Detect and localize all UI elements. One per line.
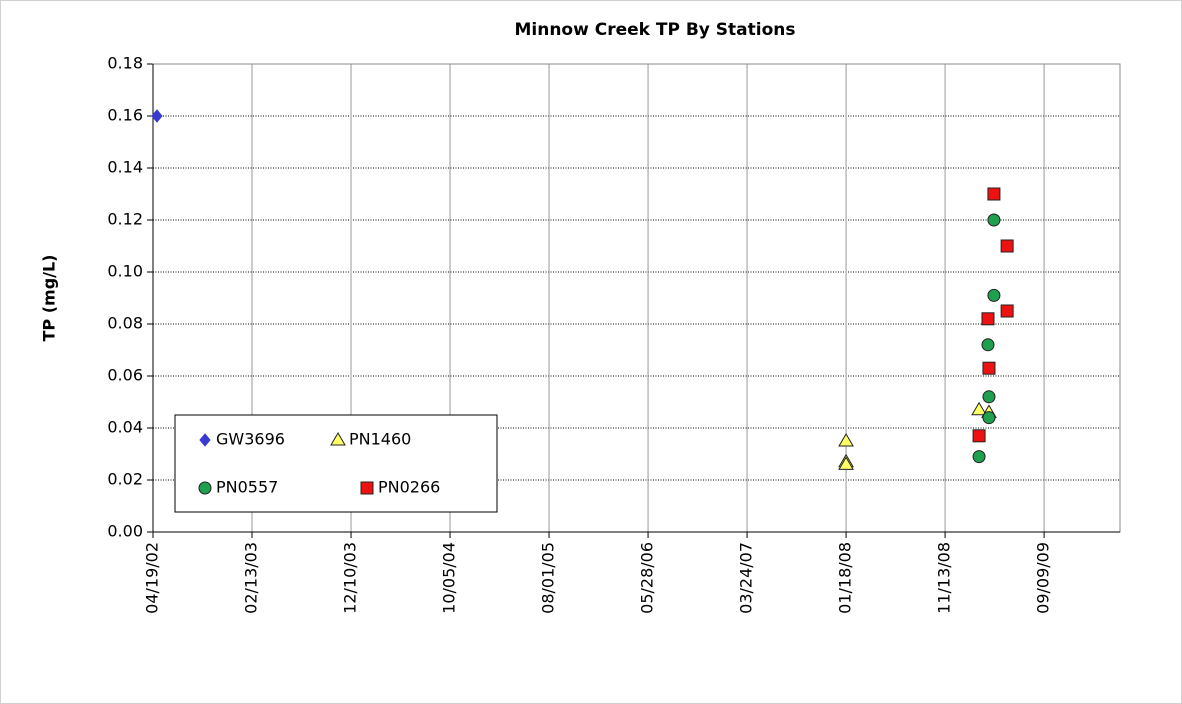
x-tick-label: 08/01/05 bbox=[539, 542, 558, 614]
y-tick-label: 0.02 bbox=[107, 470, 143, 489]
point bbox=[982, 411, 996, 425]
x-tick-label: 04/19/02 bbox=[143, 542, 162, 614]
legend-label: PN0266 bbox=[378, 478, 440, 497]
y-tick-label: 0.10 bbox=[107, 262, 143, 281]
y-tick-label: 0.12 bbox=[107, 210, 143, 229]
legend-marker bbox=[330, 432, 346, 446]
point bbox=[972, 450, 986, 464]
point bbox=[987, 213, 1001, 227]
y-axis-title: TP (mg/L) bbox=[40, 255, 59, 342]
y-tick-label: 0.16 bbox=[107, 106, 143, 125]
point bbox=[838, 456, 854, 470]
y-tick-label: 0.14 bbox=[107, 158, 143, 177]
point bbox=[982, 361, 996, 375]
chart-title: Minnow Creek TP By Stations bbox=[514, 20, 795, 40]
x-tick-label: 01/18/08 bbox=[836, 542, 855, 614]
x-tick-label: 05/28/06 bbox=[638, 542, 657, 614]
legend-label: PN1460 bbox=[349, 430, 411, 449]
point bbox=[151, 109, 163, 123]
legend-box bbox=[174, 414, 498, 513]
legend-marker bbox=[360, 481, 374, 495]
point bbox=[1000, 239, 1014, 253]
point bbox=[982, 390, 996, 404]
x-tick-label: 10/05/04 bbox=[440, 542, 459, 614]
point bbox=[987, 187, 1001, 201]
x-tick-label: 03/24/07 bbox=[737, 542, 756, 614]
point bbox=[981, 312, 995, 326]
legend-marker bbox=[198, 481, 212, 495]
y-tick-label: 0.08 bbox=[107, 314, 143, 333]
y-tick-label: 0.04 bbox=[107, 418, 143, 437]
legend-marker bbox=[199, 433, 211, 447]
x-tick-label: 09/09/09 bbox=[1034, 542, 1053, 614]
point bbox=[1000, 304, 1014, 318]
x-tick-label: 02/13/03 bbox=[242, 542, 261, 614]
y-tick-label: 0.06 bbox=[107, 366, 143, 385]
point bbox=[971, 401, 987, 416]
x-tick-label: 12/10/03 bbox=[341, 542, 360, 614]
legend-label: PN0557 bbox=[216, 478, 278, 497]
point bbox=[838, 433, 854, 447]
legend-label: GW3696 bbox=[216, 430, 285, 449]
point bbox=[972, 429, 986, 443]
y-tick-label: 0.00 bbox=[107, 522, 143, 541]
point bbox=[987, 288, 1001, 302]
y-tick-label: 0.18 bbox=[107, 54, 143, 73]
point bbox=[981, 338, 995, 352]
x-tick-label: 11/13/08 bbox=[935, 542, 954, 614]
